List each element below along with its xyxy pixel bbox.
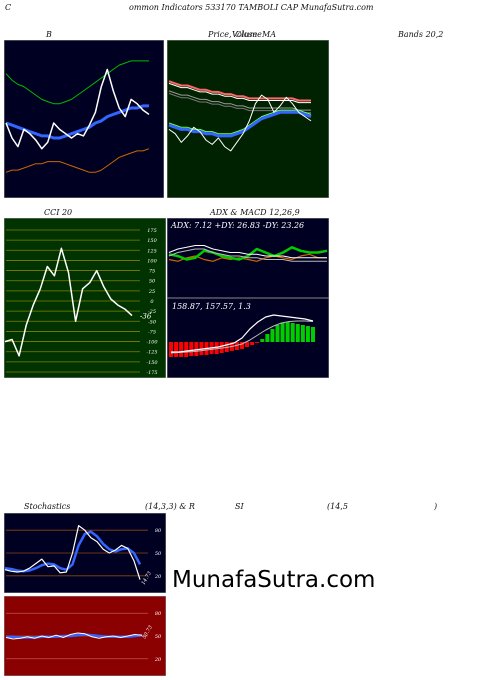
rsi-line — [5, 632, 143, 640]
cci-tick-label: 75 — [149, 269, 155, 275]
macd-histogram-bar — [199, 342, 204, 355]
macd-histogram-bar — [184, 342, 189, 357]
macd-signal-line — [170, 320, 314, 354]
rsi-close: ) — [434, 502, 438, 511]
macd-histogram-bar — [280, 323, 285, 342]
macd-histogram-bar — [300, 325, 305, 342]
stoch-k-line — [4, 525, 141, 580]
macd-histogram-bar — [189, 342, 194, 356]
cci-tick-label: 150 — [147, 238, 157, 244]
cci-last-value: -36 — [140, 313, 152, 321]
bands-label: Bands 20,2 — [398, 30, 444, 39]
price-ma-panel — [167, 40, 329, 198]
stoch-d-line — [4, 530, 142, 573]
macd-histogram-bar — [265, 334, 270, 342]
macd-histogram-bar — [295, 324, 300, 342]
price-title: Price, — [208, 30, 232, 39]
macd-histogram-bar — [240, 342, 244, 349]
adx-readout: ADX: 7.12 +DY: 26.83 -DY: 23.26 — [170, 221, 304, 230]
adx-line — [168, 245, 327, 259]
cci-tick-label: 125 — [147, 248, 157, 254]
cci-tick-label: -75 — [148, 329, 156, 335]
macd-histogram-bar — [285, 322, 290, 342]
price-overlap-1: Volume — [232, 30, 262, 39]
rsi-params: (14,5 — [327, 502, 348, 511]
macd-histogram-bar — [219, 342, 224, 353]
rsi-tick-label: 20 — [154, 657, 162, 663]
macd-line — [171, 314, 314, 353]
macd-histogram-bar — [245, 342, 250, 347]
cci-tick-label: -175 — [146, 370, 157, 376]
macd-histogram-bar — [250, 342, 255, 345]
macd-readout: 158.87, 157.57, 1.3 — [172, 302, 251, 311]
stoch-tick-label: 50 — [155, 551, 162, 557]
macd-histogram-bar — [179, 342, 184, 357]
cci-tick-label: 25 — [148, 289, 155, 295]
macd-histogram-bar — [194, 342, 199, 356]
macd-histogram-bar — [311, 327, 315, 342]
adx-title: ADX & MACD 12,26,9 — [210, 208, 300, 217]
cci-title: CCI 20 — [44, 208, 73, 217]
adx-panel: ADX: 7.12 +DY: 26.83 -DY: 23.26 — [167, 218, 329, 298]
header-letter: C — [5, 3, 12, 12]
cci-tick-label: 175 — [147, 228, 157, 234]
bollinger-bg — [4, 40, 164, 198]
bollinger-panel — [4, 40, 164, 198]
price-ma-label: MA — [262, 30, 276, 39]
macd-histogram-bar — [270, 329, 275, 342]
bollinger-lower-line — [5, 148, 150, 173]
watermark: MunafaSutra.com — [172, 567, 376, 593]
cci-tick-label: -25 — [148, 309, 156, 315]
macd-histogram-bar — [290, 323, 295, 342]
macd-histogram-bar — [169, 342, 173, 357]
price-ma-bg — [167, 40, 329, 198]
macd-histogram-bar — [260, 339, 265, 342]
cci-bg — [4, 218, 166, 378]
price-ma-mid-line — [168, 90, 311, 111]
cci-tick-label: -50 — [148, 319, 157, 325]
cci-line — [4, 247, 133, 357]
bollinger-title: B — [46, 30, 52, 39]
macd-panel: 158.87, 157.57, 1.3 — [167, 298, 329, 378]
cci-tick-label: -100 — [146, 340, 158, 346]
cci-tick-label: -150 — [146, 360, 158, 366]
rsi-tick-label: 50 — [155, 634, 162, 640]
stoch-tick-label: 20 — [154, 574, 162, 580]
macd-histogram-bar — [174, 342, 179, 357]
macd-histogram-bar — [255, 342, 260, 343]
header-title: ommon Indicators 533170 TAMBOLI CAP Muna… — [129, 3, 374, 12]
macd-histogram-bar — [234, 342, 239, 350]
adx-minus-dy-line — [168, 253, 327, 262]
rsi-title: SI — [235, 502, 244, 511]
cci-panel: 175 150 125 100 75 50 25 0 -25 -50 -75 -100 -125 -150… — [4, 218, 166, 378]
cci-tick-label: 100 — [147, 258, 157, 264]
stoch-title: Stochastics — [24, 502, 71, 511]
adx-line-2 — [168, 248, 327, 262]
macd-histogram-bar — [305, 326, 310, 342]
bollinger-middle-line — [5, 104, 149, 140]
adx-plus-dy-line — [168, 246, 328, 261]
macd-histogram-bar — [275, 325, 280, 342]
cci-tick-label: -125 — [146, 350, 157, 356]
price-ma-long-white-line — [168, 82, 311, 104]
macd-histogram-bar — [214, 342, 219, 354]
bollinger-upper-line — [5, 60, 149, 105]
price-line — [168, 94, 312, 152]
stoch-params: (14,3,3) & R — [145, 502, 195, 511]
cci-tick-label: 50 — [149, 279, 156, 285]
bollinger-price-line — [5, 68, 150, 150]
stoch-tick-label: 80 — [155, 528, 162, 534]
rsi-tick-label: 80 — [155, 611, 162, 617]
cci-tick-label: 0 — [150, 299, 154, 305]
price-overlap-2: Close — [235, 30, 258, 39]
price-ma-short-line — [168, 110, 312, 138]
